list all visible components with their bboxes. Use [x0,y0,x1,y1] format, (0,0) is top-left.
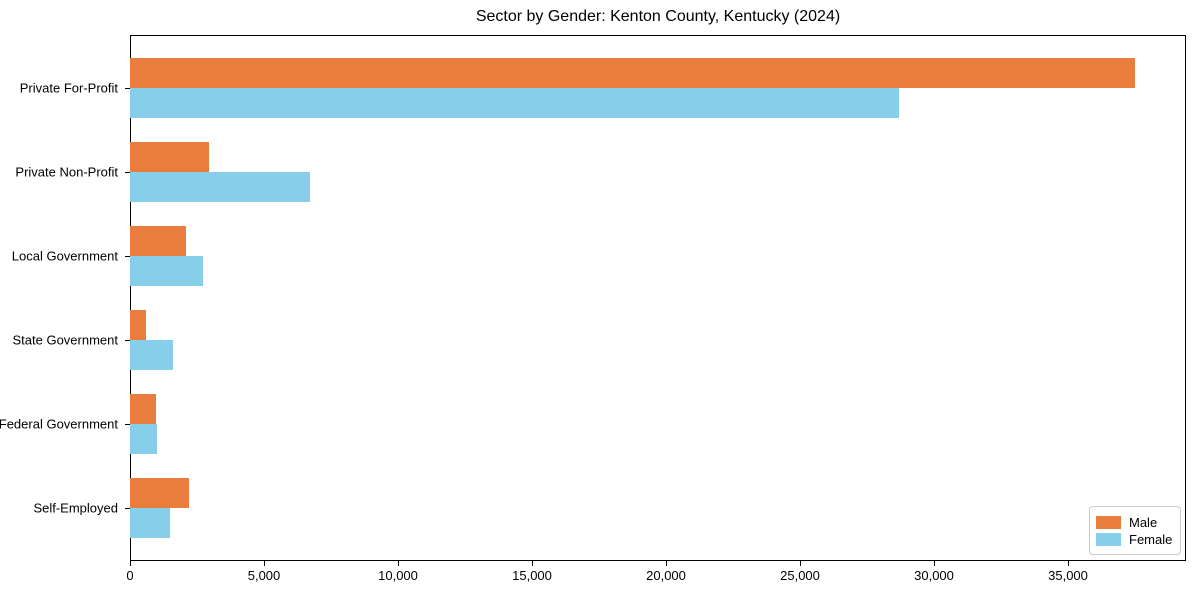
legend-entry-male: Male [1096,514,1174,530]
x-tick-label-10000: 10,000 [378,568,418,583]
y-tick-mark [125,88,130,89]
x-tick-mark [398,561,399,566]
female-bar-state-government [130,340,173,370]
y-tick-label-self-employed: Self-Employed [33,500,118,516]
male-bar-private-for-profit [130,58,1135,88]
male-bar-federal-government [130,394,156,424]
female-bar-self-employed [130,508,170,538]
y-tick-label-federal-government: Federal Government [0,416,118,432]
female-bar-federal-government [130,424,157,454]
x-tick-mark [934,561,935,566]
legend: Male Female [1089,506,1181,555]
y-tick-mark [125,424,130,425]
male-bar-self-employed [130,478,189,508]
legend-label-male: Male [1129,514,1158,530]
male-bar-local-government [130,226,186,256]
female-series-swatch-icon [1096,532,1121,546]
legend-label-female: Female [1129,531,1173,547]
male-bar-state-government [130,310,146,340]
y-tick-label-private-for-profit: Private For-Profit [19,80,118,96]
x-tick-label-0: 0 [126,568,134,583]
y-tick-label-local-government: Local Government [11,248,118,264]
chart-title: Sector by Gender: Kenton County, Kentuck… [475,8,841,25]
y-tick-mark [125,256,130,257]
legend-entry-female: Female [1096,531,1174,547]
male-series-swatch-icon [1096,515,1121,529]
x-tick-label-25000: 25,000 [780,568,820,583]
y-tick-label-private-non-profit: Private Non-Profit [15,164,118,180]
x-tick-mark [532,561,533,566]
female-bar-private-for-profit [130,88,899,118]
x-tick-label-15000: 15,000 [512,568,552,583]
female-bar-local-government [130,256,203,286]
x-tick-mark [264,561,265,566]
x-tick-mark [666,561,667,566]
plot-area [130,35,1186,561]
male-bar-private-non-profit [130,142,209,172]
x-tick-mark [130,561,131,566]
female-bar-private-non-profit [130,172,310,202]
y-tick-mark [125,340,130,341]
y-tick-label-state-government: State Government [12,332,119,348]
x-tick-label-5000: 5,000 [247,568,281,583]
y-tick-mark [125,508,130,509]
x-tick-label-30000: 30,000 [914,568,954,583]
x-tick-label-20000: 20,000 [646,568,686,583]
x-tick-label-35000: 35,000 [1048,568,1088,583]
x-tick-mark [1068,561,1069,566]
x-tick-mark [800,561,801,566]
y-tick-mark [125,172,130,173]
